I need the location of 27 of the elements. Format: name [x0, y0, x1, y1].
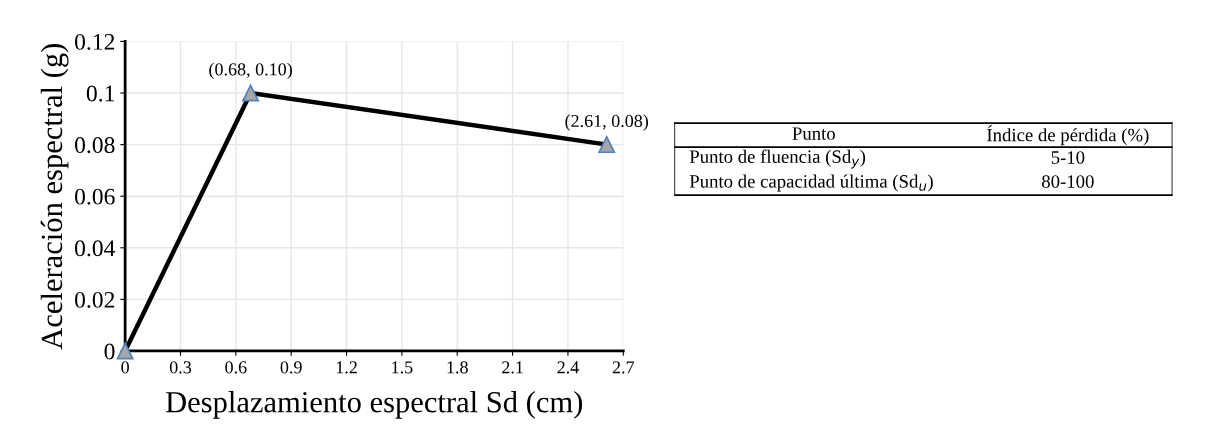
- text: Punto de fluencia (Sd$_{y}$): [689, 149, 866, 169]
- y-tick-label: 0: [104, 343, 115, 360]
- y-tick-label: 0.06: [75, 188, 115, 205]
- y-tick-label: 0.02: [75, 291, 115, 308]
- y-tick-label: 0.1: [86, 85, 115, 102]
- y-tick-label: 0.08: [75, 137, 115, 154]
- y-tick-label: 0.04: [75, 240, 116, 257]
- x-tick-label: 2.1: [502, 361, 523, 374]
- annotation: (0.68, 0.10): [209, 62, 292, 80]
- x-tick-label: 0.9: [280, 361, 302, 374]
- y-axis-title: Aceleración espectral (g): [40, 44, 69, 350]
- text: 80-100: [1042, 175, 1094, 188]
- x-axis-title: Desplazamiento espectral Sd (cm): [165, 390, 583, 419]
- x-tick-label: 2.4: [557, 361, 579, 374]
- x-tick-label: 2.7: [612, 361, 635, 374]
- text: Punto: [792, 127, 835, 140]
- x-tick-label: 0: [121, 361, 129, 374]
- x-tick-label: 1.5: [392, 361, 413, 374]
- text: 5-10: [1051, 151, 1085, 164]
- text: Punto de capacidad última (Sd$_{u}$): [689, 174, 933, 192]
- text: Índice de pérdida (%): [987, 125, 1149, 146]
- x-tick-label: 1.8: [447, 361, 468, 374]
- y-tick-label: 0.12: [75, 33, 115, 50]
- x-tick-label: 0.3: [169, 361, 192, 374]
- x-tick-label: 1.2: [336, 361, 357, 374]
- x-tick-label: 0.6: [225, 361, 247, 374]
- annotation: (2.61, 0.08): [565, 114, 649, 131]
